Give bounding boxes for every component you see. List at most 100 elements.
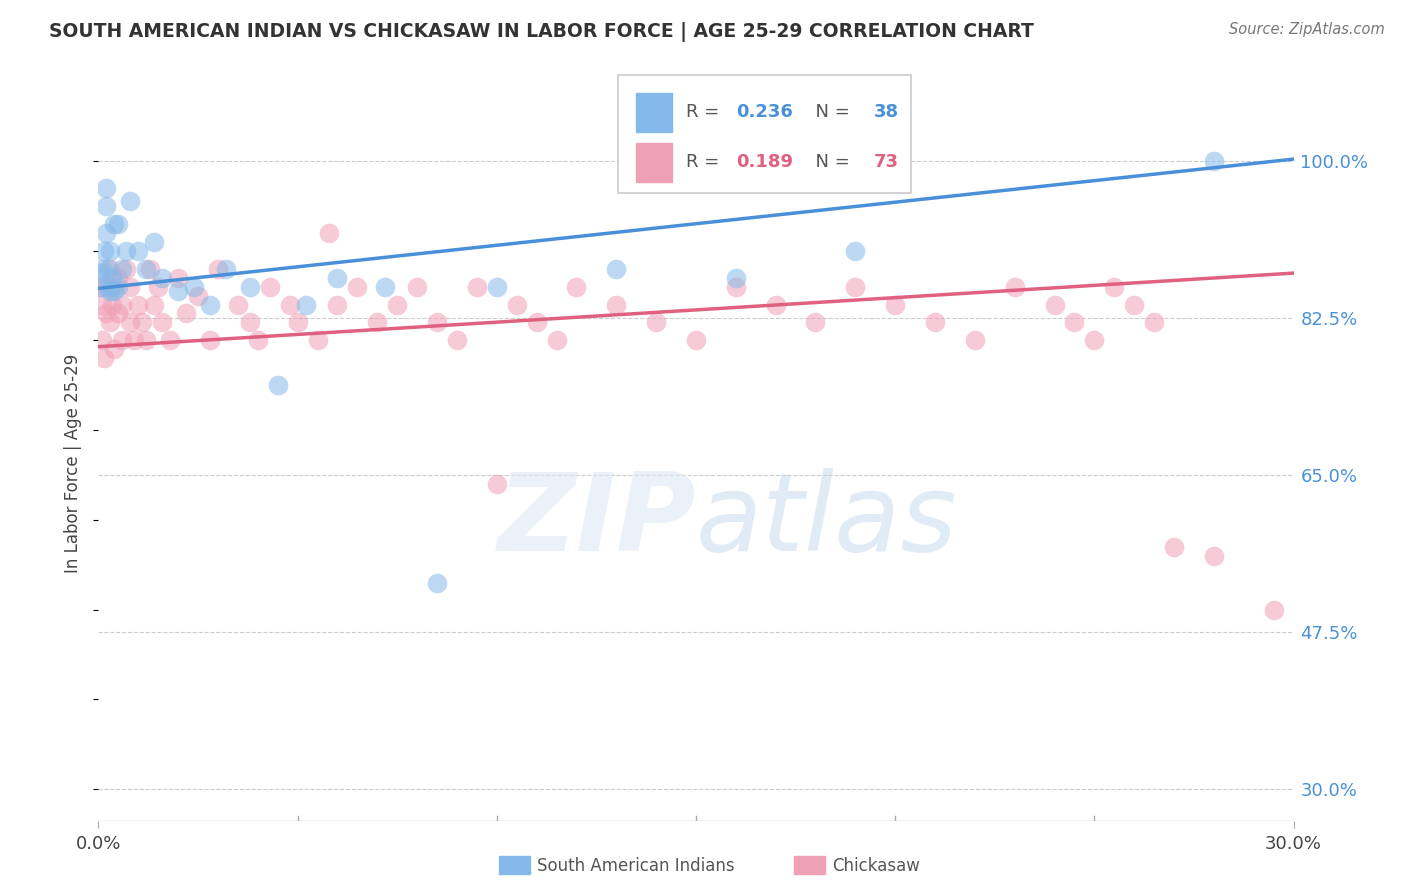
Point [167,284,190,298]
Point [100,244,122,258]
Point [963,334,986,348]
Text: 38: 38 [875,103,900,121]
Text: ZIP: ZIP [498,468,696,574]
FancyBboxPatch shape [619,75,911,193]
Point [1083,334,1105,348]
Point [385,297,409,311]
Point [318,226,340,240]
Point [1143,316,1166,330]
Bar [637,93,672,132]
Point [96,279,118,293]
Point [127,244,149,258]
Point [485,279,508,293]
Point [1202,153,1225,168]
Point [645,316,668,330]
Point [174,306,197,320]
Point [91,297,114,311]
Point [1263,603,1285,617]
Text: 0.189: 0.189 [737,153,793,171]
Point [96,199,118,213]
Point [198,297,221,311]
Point [100,279,122,293]
Point [91,261,114,276]
Point [91,334,114,348]
Point [120,279,142,293]
Text: SOUTH AMERICAN INDIAN VS CHICKASAW IN LABOR FORCE | AGE 25-29 CORRELATION CHART: SOUTH AMERICAN INDIAN VS CHICKASAW IN LA… [49,22,1033,42]
Point [131,316,153,330]
Y-axis label: In Labor Force | Age 25-29: In Labor Force | Age 25-29 [65,354,83,574]
Point [135,261,157,276]
Point [294,297,316,311]
Point [724,270,747,285]
Point [187,288,209,302]
Point [1043,297,1066,311]
Point [426,575,449,590]
Point [111,261,134,276]
Point [307,334,329,348]
Point [139,261,162,276]
Point [89,279,111,293]
Point [1202,549,1225,563]
Point [111,297,134,311]
Point [246,334,269,348]
Text: atlas: atlas [696,468,957,574]
Point [150,270,173,285]
Point [346,279,368,293]
Point [103,217,125,231]
Point [465,279,488,293]
Point [159,334,181,348]
Text: 0.236: 0.236 [737,103,793,121]
Point [844,244,866,258]
Point [167,270,190,285]
Text: N =: N = [804,153,855,171]
Bar [637,143,672,182]
Point [366,316,388,330]
Point [124,334,146,348]
Text: Chickasaw: Chickasaw [832,857,920,875]
Point [107,217,129,231]
Point [107,270,129,285]
Point [506,297,529,311]
Point [97,261,120,276]
Point [143,297,166,311]
Point [103,343,125,357]
Point [100,316,122,330]
Point [565,279,588,293]
Point [115,261,138,276]
Point [96,306,118,320]
Point [100,284,122,298]
Point [120,316,142,330]
Text: South American Indians: South American Indians [537,857,735,875]
Point [89,266,111,280]
Point [605,297,627,311]
Point [103,279,125,293]
Point [884,297,907,311]
Point [1102,279,1125,293]
Point [485,477,508,491]
Point [111,334,134,348]
Point [101,270,124,285]
Text: 73: 73 [875,153,898,171]
Point [148,279,170,293]
Point [765,297,787,311]
Point [93,244,115,258]
Point [107,306,129,320]
Point [207,261,229,276]
Point [120,194,142,209]
Point [150,316,173,330]
Point [198,334,221,348]
Point [326,270,349,285]
Point [93,351,115,366]
Point [1163,540,1185,554]
Point [1123,297,1146,311]
Point [259,279,281,293]
Point [267,378,290,392]
Point [183,279,205,293]
Point [685,334,707,348]
Point [1063,316,1085,330]
Point [406,279,429,293]
Point [96,181,118,195]
Point [101,297,124,311]
Point [135,334,157,348]
Point [1004,279,1026,293]
